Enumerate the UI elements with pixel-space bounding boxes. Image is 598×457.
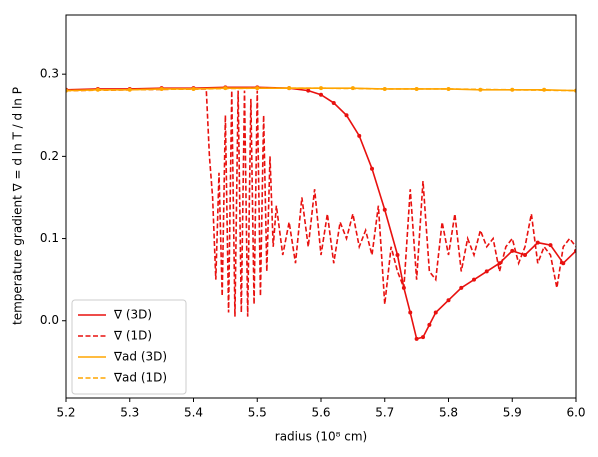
x-tick-label: 6.0: [566, 406, 585, 420]
marker: [510, 248, 515, 253]
marker: [414, 336, 419, 341]
x-tick-label: 5.3: [120, 406, 139, 420]
y-axis-label: temperature gradient ∇ = d ln T / d ln P: [11, 87, 25, 325]
marker: [548, 243, 553, 248]
x-tick-label: 5.7: [375, 406, 394, 420]
marker: [561, 261, 566, 266]
marker: [395, 252, 400, 257]
y-tick-label: 0.2: [40, 149, 59, 163]
legend-label: ∇ (3D): [113, 308, 152, 322]
x-tick-label: 5.5: [248, 406, 267, 420]
marker: [433, 310, 438, 315]
x-tick-label: 5.4: [184, 406, 203, 420]
plot-frame: [65, 14, 577, 399]
marker: [287, 86, 292, 91]
marker: [446, 298, 451, 303]
x-tick-label: 5.9: [503, 406, 522, 420]
marker: [535, 240, 540, 245]
series: [66, 87, 576, 92]
marker: [382, 207, 387, 212]
marker: [319, 92, 323, 97]
line: [66, 87, 576, 92]
marker: [344, 113, 349, 118]
y-tick-label: 0.1: [40, 231, 59, 245]
marker: [306, 88, 311, 93]
marker: [484, 269, 489, 274]
x-tick-label: 5.8: [439, 406, 458, 420]
marker: [497, 261, 502, 266]
series: [66, 88, 576, 317]
marker: [421, 335, 425, 340]
marker: [472, 277, 476, 282]
y-tick-label: 0.3: [40, 67, 59, 81]
marker: [370, 166, 374, 171]
x-axis-label: radius (10⁸ cm): [275, 430, 367, 444]
marker: [523, 252, 527, 257]
legend-box: [71, 299, 187, 395]
y-tick-label: 0.0: [40, 313, 59, 327]
legend-label: ∇ad (3D): [113, 350, 167, 364]
marker: [427, 322, 432, 327]
marker: [459, 285, 464, 290]
marker: [408, 310, 413, 315]
legend-label: ∇ (1D): [113, 329, 152, 343]
line: [66, 88, 576, 317]
marker: [331, 100, 336, 105]
marker: [414, 86, 419, 91]
legend-label: ∇ad (1D): [113, 371, 167, 385]
x-tick-label: 5.6: [311, 406, 330, 420]
x-tick-label: 5.2: [56, 406, 75, 420]
marker: [357, 133, 362, 138]
